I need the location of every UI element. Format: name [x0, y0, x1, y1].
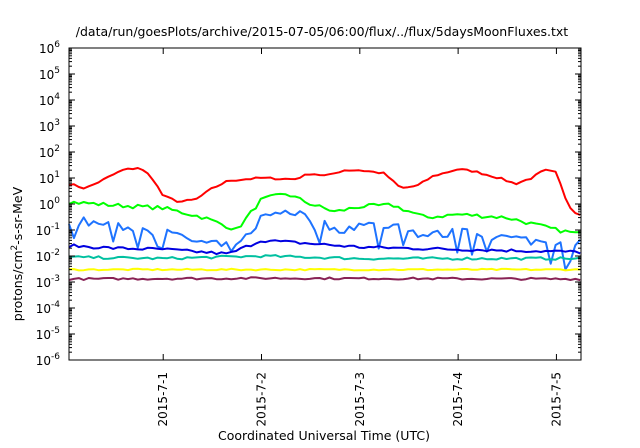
y-tick-label: 10-1	[36, 222, 60, 238]
plot-frame	[68, 47, 582, 361]
y-tick-label: 10-6	[36, 352, 61, 368]
y-axis: 10-6 10-5 10-4 10-3 10-2 10-1 100 101 102 103 104 1…	[36, 40, 581, 368]
y-tick-label: 103	[39, 118, 60, 134]
series-line	[68, 167, 581, 216]
y-tick-label: 100	[39, 196, 60, 212]
y-tick-label: 102	[39, 144, 60, 160]
y-tick-label: 10-3	[36, 274, 60, 290]
series-line	[68, 209, 581, 271]
y-axis-label: protons/cm2-s-sr-MeV	[10, 186, 25, 321]
series-line	[68, 239, 581, 256]
y-tick-label: 101	[39, 170, 60, 186]
series-line	[68, 276, 581, 282]
x-tick-label: 2015-7-2	[255, 372, 269, 426]
x-tick-label: 2015-7-4	[451, 372, 465, 426]
x-axis: 2015-7-1 2015-7-2 2015-7-3 2015-7-4 2015-7-5	[156, 48, 563, 426]
x-tick-label: 2015-7-3	[353, 372, 367, 426]
x-tick-label: 2015-7-1	[156, 372, 170, 426]
y-tick-label: 10-2	[36, 248, 60, 264]
x-axis-label: Coordinated Universal Time (UTC)	[218, 428, 430, 443]
x-tick-label: 2015-7-5	[549, 372, 563, 426]
y-tick-label: 10-5	[36, 326, 60, 342]
series-line	[68, 267, 581, 272]
series-layer	[68, 167, 581, 282]
series-line	[68, 192, 581, 234]
y-tick-label: 106	[39, 40, 60, 56]
y-tick-label: 104	[39, 92, 60, 108]
series-line	[68, 254, 581, 261]
y-tick-label: 105	[39, 66, 60, 82]
y-tick-label: 10-4	[36, 300, 61, 316]
chart-title: /data/run/goesPlots/archive/2015-07-05/0…	[76, 24, 569, 39]
